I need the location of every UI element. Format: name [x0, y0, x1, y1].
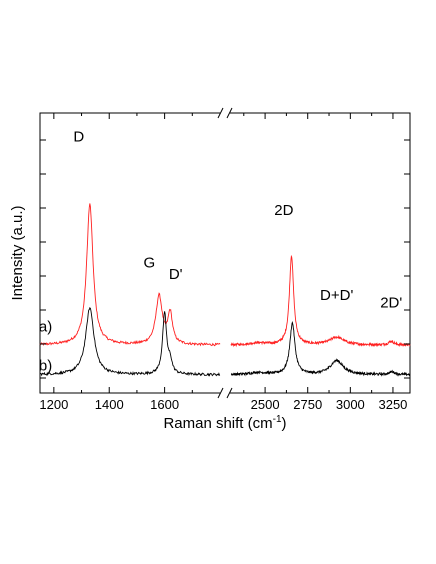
peak-label: G — [144, 255, 156, 272]
series-line-b-segment-1 — [39, 306, 221, 377]
x-tick-label: 3000 — [336, 397, 365, 412]
series-a — [39, 203, 411, 348]
break-gap — [220, 391, 230, 395]
series-layer — [39, 203, 411, 377]
x-tick-label: 1600 — [150, 397, 179, 412]
break-slash — [226, 107, 233, 119]
break-slash — [217, 387, 224, 399]
x-tick-label: 3250 — [378, 397, 407, 412]
annotation-layer: D G D' 2D D+D' 2D' a) b) — [39, 129, 403, 375]
x-axis-label-sup: -1 — [273, 414, 282, 425]
peak-label: a) — [39, 319, 52, 336]
x-tick-label: 2750 — [293, 397, 322, 412]
peak-label: 2D — [274, 202, 293, 219]
y-axis-label: Intensity (a.u.) — [9, 205, 26, 300]
x-tick-label: 1200 — [39, 397, 68, 412]
peak-label: D' — [169, 266, 183, 283]
x-axis-label-main: Raman shift (cm — [163, 415, 272, 432]
x-tick-label: 1400 — [95, 397, 124, 412]
break-gap — [220, 111, 230, 115]
peak-label: D+D' — [320, 287, 353, 304]
tick-layer: 1200 1400 1600 2500 2750 3000 3250 — [39, 113, 410, 412]
break-slash — [226, 387, 233, 399]
axis-break — [217, 107, 233, 399]
series-b — [39, 306, 411, 377]
plot-frame — [39, 112, 411, 394]
break-slash — [217, 107, 224, 119]
peak-label: D — [73, 129, 84, 146]
series-line-a-segment-2 — [230, 254, 411, 348]
series-line-b-segment-2 — [230, 321, 411, 377]
x-axis-label-close: ) — [282, 415, 287, 432]
series-line-a-segment-1 — [39, 203, 221, 347]
peak-label: b) — [39, 357, 52, 374]
peak-label: 2D' — [380, 295, 402, 312]
x-tick-label: 2500 — [251, 397, 280, 412]
x-axis-label: Raman shift (cm-1) — [163, 414, 286, 432]
